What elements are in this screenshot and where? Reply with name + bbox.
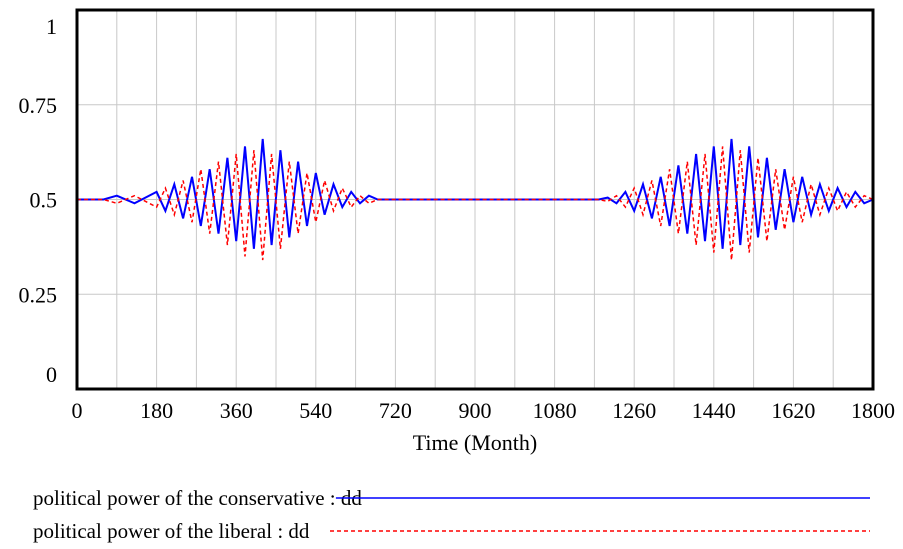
x-axis-ticks: 0 180 360 540 720 900 1080 1260 1440 1620 1800: [72, 398, 896, 423]
series-lines: [77, 138, 874, 261]
legend-label-liberal: political power of the liberal : dd: [33, 519, 310, 543]
x-tick-label: 360: [220, 398, 253, 423]
x-tick-label: 720: [379, 398, 412, 423]
x-tick-label: 0: [72, 398, 83, 423]
y-tick-label: 0: [46, 362, 57, 387]
y-tick-label: 1: [46, 14, 57, 39]
x-tick-label: 1620: [771, 398, 815, 423]
legend-label-conservative: political power of the conservative : dd: [33, 486, 362, 510]
y-tick-label: 0.5: [30, 188, 58, 213]
legend: political power of the conservative : dd…: [33, 486, 870, 543]
x-tick-label: 180: [140, 398, 173, 423]
x-tick-label: 1800: [851, 398, 895, 423]
x-tick-label: 1440: [692, 398, 736, 423]
x-axis-title: Time (Month): [413, 430, 537, 455]
y-tick-label: 0.75: [19, 93, 58, 118]
x-tick-label: 900: [459, 398, 492, 423]
x-tick-label: 540: [299, 398, 332, 423]
x-tick-label: 1080: [533, 398, 577, 423]
y-tick-label: 0.25: [19, 282, 58, 307]
plot-area-frame: [75, 8, 875, 391]
y-axis-ticks: 0 0.25 0.5 0.75 1: [19, 14, 58, 387]
series-line-liberal: [77, 146, 874, 261]
x-tick-label: 1260: [612, 398, 656, 423]
